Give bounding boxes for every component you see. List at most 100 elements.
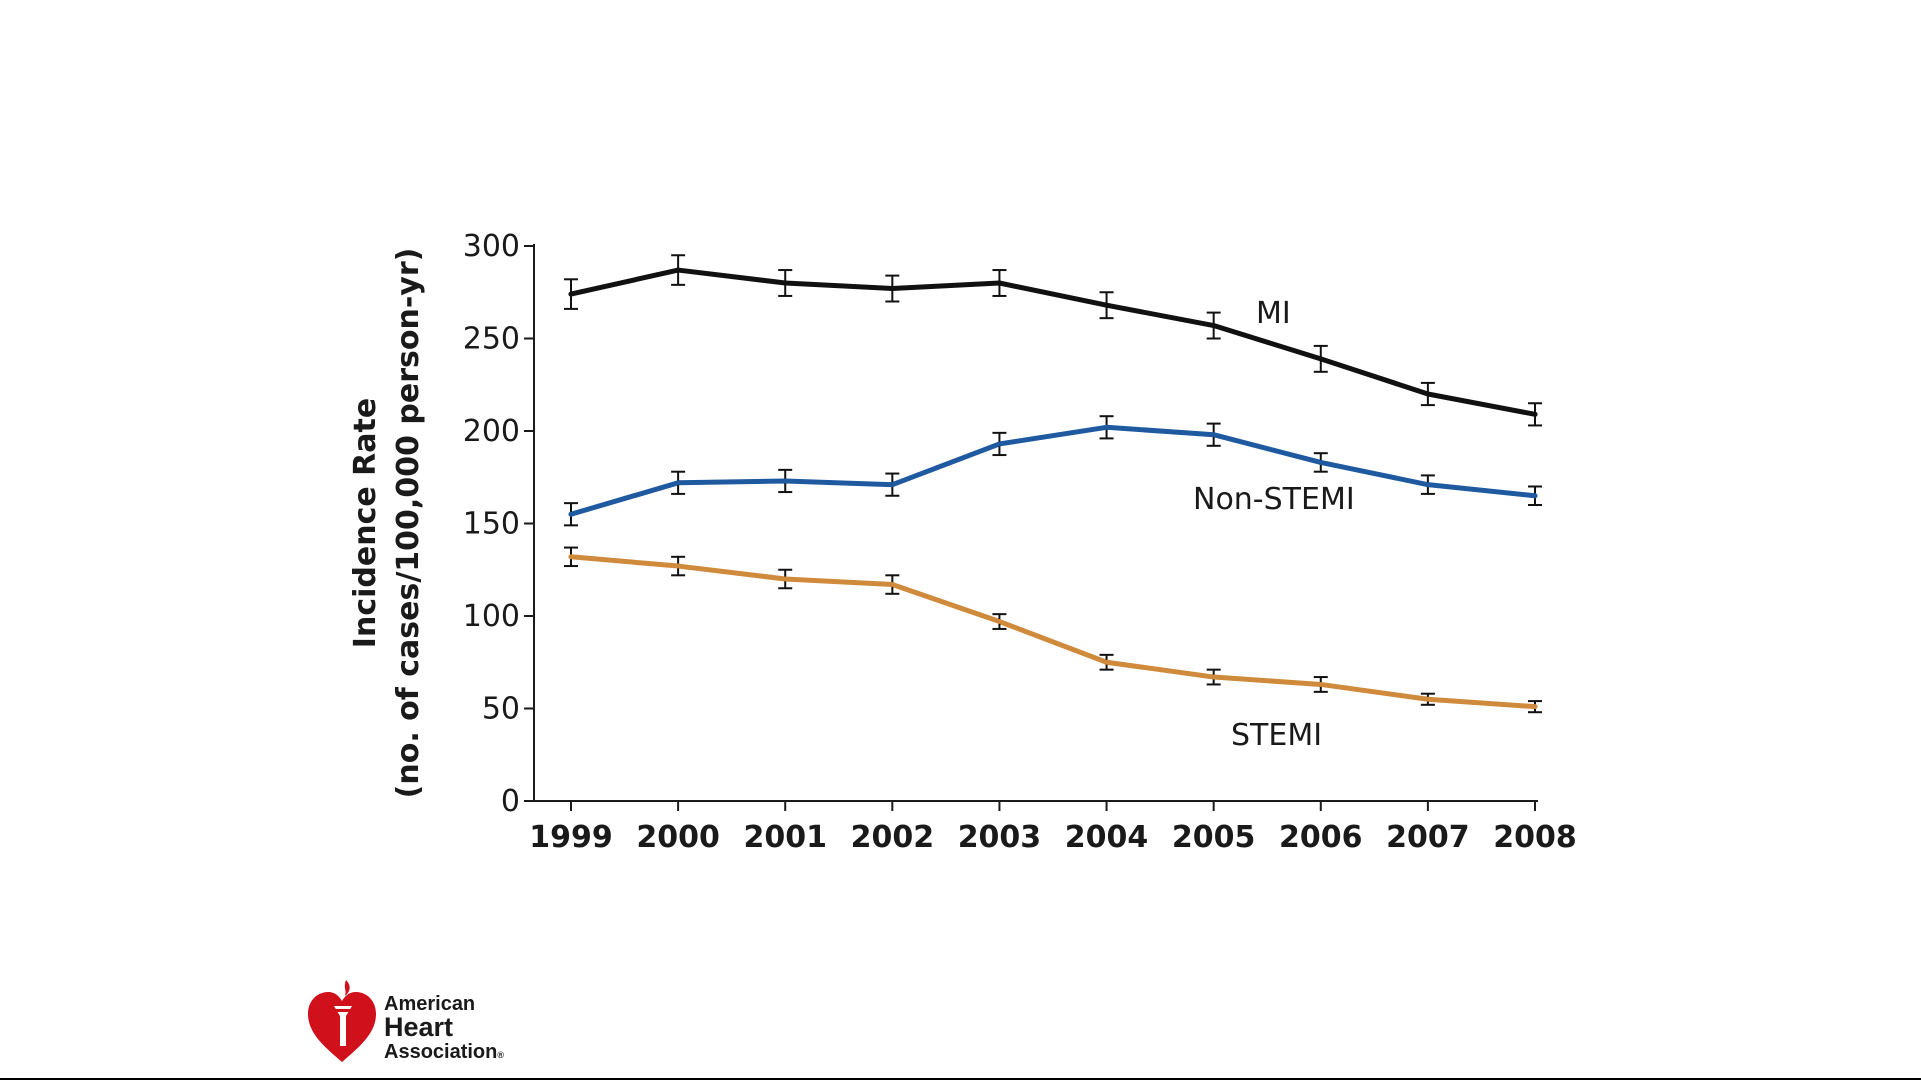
y-tick-label: 50 xyxy=(482,692,520,727)
error-bar xyxy=(671,555,686,577)
data-point xyxy=(1211,323,1217,329)
error-bar xyxy=(1099,415,1114,440)
error-bar xyxy=(1206,668,1221,686)
data-point xyxy=(675,480,681,486)
heart-torch-icon xyxy=(308,980,376,1062)
error-bar xyxy=(671,254,686,286)
data-point xyxy=(1318,681,1324,687)
x-axis-ticks: 1999 2000 2001 2002 2003 2004 2005 2006 2007 2008 xyxy=(529,801,1577,855)
data-point xyxy=(996,619,1002,625)
x-tick-label: 1999 xyxy=(529,820,613,855)
data-point xyxy=(1425,391,1431,397)
data-point xyxy=(889,286,895,292)
x-tick-label: 2006 xyxy=(1279,820,1363,855)
error-bar xyxy=(992,269,1007,297)
error-bar xyxy=(1313,676,1328,693)
error-bar xyxy=(564,502,578,527)
error-bar xyxy=(1313,344,1328,373)
logo-text-association-word: Association xyxy=(384,1041,498,1063)
error-bar xyxy=(1420,474,1435,495)
y-axis-title-line1: Incidence Rate xyxy=(348,398,383,648)
y-tick-label: 150 xyxy=(463,507,520,542)
error-bar xyxy=(1313,452,1328,473)
x-tick-label: 2001 xyxy=(743,820,827,855)
data-point xyxy=(568,291,574,297)
x-tick-label: 2003 xyxy=(958,820,1042,855)
x-tick-label: 2007 xyxy=(1386,820,1470,855)
error-bar xyxy=(564,546,578,568)
logo-text-heart: Heart xyxy=(384,1012,454,1042)
y-tick-label: 250 xyxy=(463,322,520,357)
error-bar xyxy=(1206,422,1221,447)
error-bar xyxy=(1528,700,1542,714)
series-label-non-stemi: Non-STEMI xyxy=(1193,482,1355,517)
error-bar xyxy=(885,472,900,497)
data-point xyxy=(568,554,574,560)
data-point xyxy=(1211,432,1217,438)
data-point xyxy=(1425,696,1431,702)
data-point xyxy=(1532,704,1538,710)
data-point xyxy=(1425,482,1431,488)
data-point xyxy=(1318,459,1324,465)
series-mi xyxy=(564,254,1542,427)
y-tick-label: 0 xyxy=(501,784,520,819)
logo-text-american: American xyxy=(384,993,476,1015)
bottom-rule xyxy=(0,1078,1921,1080)
error-bar xyxy=(778,269,793,297)
error-bar xyxy=(1528,402,1542,427)
error-bar xyxy=(992,431,1007,457)
logo-text-association: Association® xyxy=(384,1042,504,1062)
series-line xyxy=(568,424,1538,517)
data-point xyxy=(568,511,574,517)
registered-mark: ® xyxy=(497,1050,504,1060)
error-bar xyxy=(992,613,1007,630)
x-tick-label: 2005 xyxy=(1172,820,1256,855)
chart-axes xyxy=(533,244,1538,802)
x-tick-label: 2000 xyxy=(636,820,720,855)
data-point xyxy=(1318,356,1324,362)
error-bar xyxy=(885,574,900,595)
error-bar xyxy=(885,274,900,303)
aha-logo: American Heart Association® xyxy=(306,976,526,1066)
error-bar xyxy=(1099,653,1114,671)
data-point xyxy=(1104,302,1110,308)
series-line xyxy=(568,554,1538,710)
data-point xyxy=(996,280,1002,286)
series-line xyxy=(568,267,1538,417)
series-stemi xyxy=(564,546,1542,714)
series-label-mi: MI xyxy=(1256,296,1291,331)
error-bar xyxy=(1528,485,1542,506)
x-tick-label: 2004 xyxy=(1065,820,1149,855)
data-point xyxy=(675,267,681,273)
series-layer xyxy=(564,254,1542,714)
error-bar xyxy=(564,278,578,310)
data-point xyxy=(1532,493,1538,499)
error-bar xyxy=(1420,381,1435,407)
data-point xyxy=(889,582,895,588)
x-tick-label: 2008 xyxy=(1493,820,1577,855)
series-label-stemi: STEMI xyxy=(1231,718,1322,753)
y-axis-title-line2: (no. of cases/100,000 person-yr) xyxy=(391,248,426,799)
data-point xyxy=(889,482,895,488)
data-point xyxy=(1211,674,1217,680)
series-non-stemi xyxy=(564,415,1542,527)
data-point xyxy=(1104,424,1110,430)
error-bar xyxy=(1206,311,1221,340)
y-tick-label: 300 xyxy=(463,229,520,264)
data-point xyxy=(782,478,788,484)
data-point xyxy=(782,576,788,582)
data-point xyxy=(782,280,788,286)
y-axis-ticks: 0 50 100 150 200 250 300 xyxy=(463,229,534,819)
y-tick-label: 100 xyxy=(463,599,520,634)
x-tick-label: 2002 xyxy=(851,820,935,855)
data-point xyxy=(1104,659,1110,665)
data-point xyxy=(1532,411,1538,417)
data-point xyxy=(996,441,1002,447)
error-bar xyxy=(778,568,793,590)
y-tick-label: 200 xyxy=(463,414,520,449)
error-bar xyxy=(1420,692,1435,706)
error-bar xyxy=(671,470,686,495)
data-point xyxy=(675,563,681,569)
